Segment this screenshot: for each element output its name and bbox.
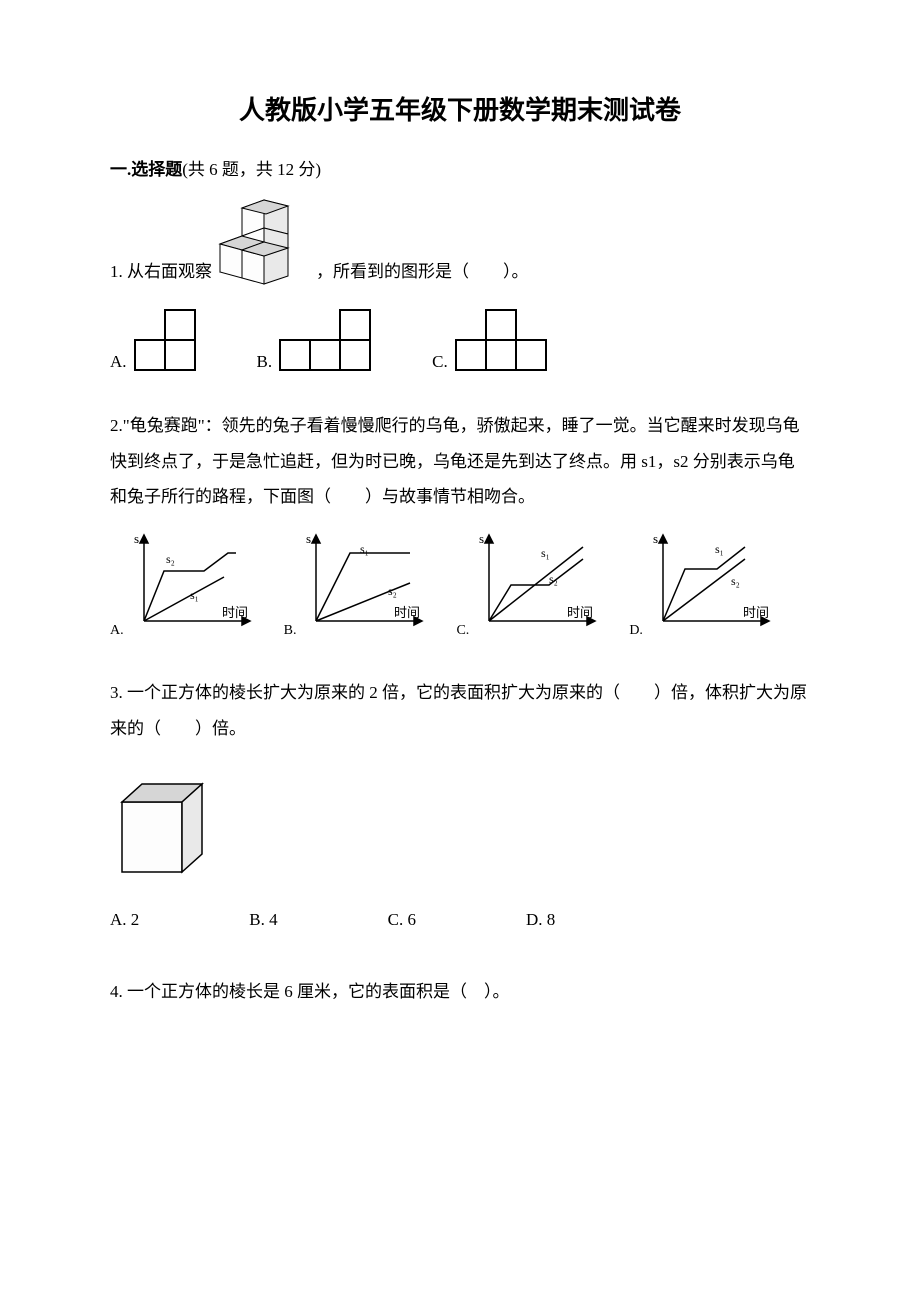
q4-text: 4. 一个正方体的棱长是 6 厘米，它的表面积是（ ）。 xyxy=(110,974,810,1010)
svg-text:时间: 时间 xyxy=(567,605,593,620)
q2-option-c[interactable]: C. s s₁ s₂ 时间 xyxy=(456,529,601,639)
q1-a-label: A. xyxy=(110,352,127,372)
q2-option-d[interactable]: D. s s₁ s₂ 时间 xyxy=(629,529,775,639)
svg-text:时间: 时间 xyxy=(394,605,420,620)
q2-c-chart-icon: s s₁ s₂ 时间 xyxy=(471,529,601,639)
svg-text:s₂: s₂ xyxy=(731,574,740,588)
q3-options: A. 2 B. 4 C. 6 D. 8 xyxy=(110,910,810,930)
svg-text:s₁: s₁ xyxy=(360,542,369,556)
q3-text: 3. 一个正方体的棱长扩大为原来的 2 倍，它的表面积扩大为原来的（ ）倍，体积… xyxy=(110,675,810,746)
q2-b-label: B. xyxy=(284,623,297,639)
section-label-bold: 一.选择题 xyxy=(110,160,182,179)
svg-text:s₂: s₂ xyxy=(388,584,397,598)
q3-option-a[interactable]: A. 2 xyxy=(110,910,139,930)
q3-option-c[interactable]: C. 6 xyxy=(388,910,416,930)
q1-a-shape-icon xyxy=(133,308,197,372)
s1-label: s₁ xyxy=(190,588,199,602)
svg-text:s: s xyxy=(653,531,658,546)
svg-text:s: s xyxy=(306,531,311,546)
q2-d-label: D. xyxy=(629,623,643,639)
q2-a-chart-icon: s s₂ s₁ 时间 xyxy=(126,529,256,639)
s2-label: s₂ xyxy=(166,552,175,566)
q1-c-shape-icon xyxy=(454,308,548,372)
q2-a-label: A. xyxy=(110,623,124,639)
axis-s-label: s xyxy=(134,531,139,546)
q2-option-b[interactable]: B. s s₁ s₂ 时间 xyxy=(284,529,429,639)
svg-text:s₁: s₁ xyxy=(715,542,724,556)
q1-option-a[interactable]: A. xyxy=(110,308,197,372)
q3-option-d[interactable]: D. 8 xyxy=(526,910,555,930)
svg-text:s₁: s₁ xyxy=(541,546,550,560)
q1-options: A. B. C. xyxy=(110,308,810,372)
q1-option-b[interactable]: B. xyxy=(257,308,373,372)
q2-option-a[interactable]: A. s s₂ s₁ 时间 xyxy=(110,529,256,639)
svg-text:时间: 时间 xyxy=(743,605,769,620)
q2-text: 2."龟兔赛跑"：领先的兔子看着慢慢爬行的乌龟，骄傲起来，睡了一觉。当它醒来时发… xyxy=(110,408,810,515)
q2-d-chart-icon: s s₁ s₂ 时间 xyxy=(645,529,775,639)
q1-stem: 1. 从右面观察 xyxy=(110,198,810,290)
axis-time-label: 时间 xyxy=(222,605,248,620)
q1-prefix: 1. 从右面观察 xyxy=(110,254,212,290)
q1-b-shape-icon xyxy=(278,308,372,372)
section-label-rest: (共 6 题，共 12 分) xyxy=(182,160,321,179)
q1-cube-figure xyxy=(216,198,312,290)
svg-text:s: s xyxy=(479,531,484,546)
q1-option-c[interactable]: C. xyxy=(432,308,548,372)
svg-text:s₂: s₂ xyxy=(549,572,558,586)
q3-cube-figure xyxy=(110,772,810,882)
q2-c-label: C. xyxy=(456,623,469,639)
q1-suffix: ，所看到的图形是（ ）。 xyxy=(316,254,529,290)
q3-option-b[interactable]: B. 4 xyxy=(249,910,277,930)
exam-page: 人教版小学五年级下册数学期末测试卷 一.选择题(共 6 题，共 12 分) 1.… xyxy=(0,0,920,1302)
q1-b-label: B. xyxy=(257,352,273,372)
q1-c-label: C. xyxy=(432,352,448,372)
q2-b-chart-icon: s s₁ s₂ 时间 xyxy=(298,529,428,639)
q2-options: A. s s₂ s₁ 时间 B. xyxy=(110,529,810,639)
page-title: 人教版小学五年级下册数学期末测试卷 xyxy=(110,90,810,127)
section-heading: 一.选择题(共 6 题，共 12 分) xyxy=(110,155,810,180)
